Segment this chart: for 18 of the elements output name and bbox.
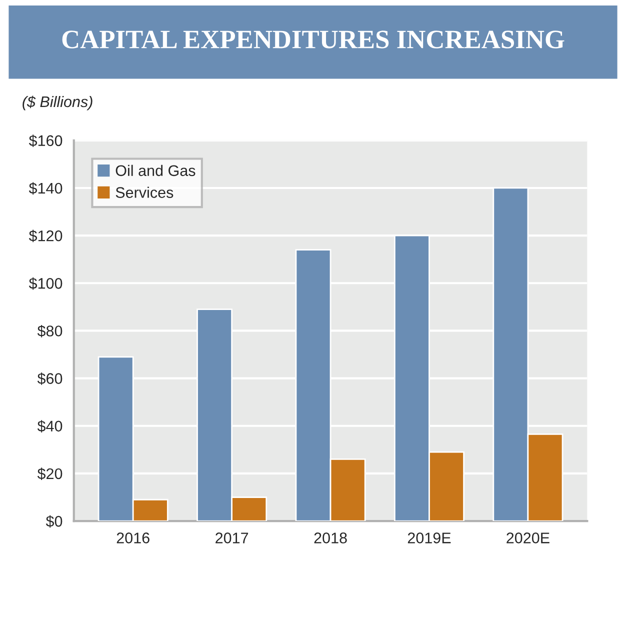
y-tick-label: $100 bbox=[28, 277, 62, 290]
y-tick-label: $140 bbox=[28, 182, 62, 195]
y-tick-label: $60 bbox=[37, 372, 62, 385]
y-tick-label: $80 bbox=[37, 324, 62, 338]
x-tick-label: 2017 bbox=[216, 532, 248, 544]
y-tick-label: $20 bbox=[37, 468, 62, 480]
chart-title: CAPITAL EXPENDITURES INCREASING bbox=[62, 30, 564, 48]
x-tick-label: 2018 bbox=[314, 532, 347, 544]
x-tick-label: 2016 bbox=[116, 532, 150, 544]
y-axis-title: ($ Billions) bbox=[22, 96, 92, 110]
legend-label: Services bbox=[116, 186, 174, 198]
y-tick-label: $0 bbox=[46, 515, 62, 528]
y-tick-label: $120 bbox=[28, 230, 62, 242]
y-tick-label: $40 bbox=[37, 420, 62, 432]
x-tick-label: 2019E bbox=[408, 532, 451, 544]
y-tick-label: $160 bbox=[28, 134, 62, 147]
x-tick-label: 2020E bbox=[506, 532, 550, 544]
legend-label: Oil and Gas bbox=[116, 164, 196, 176]
